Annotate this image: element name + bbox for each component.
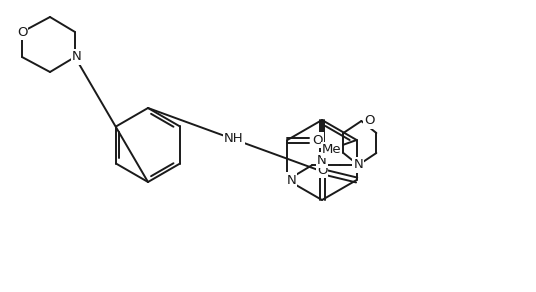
- Text: N: N: [286, 173, 296, 187]
- Text: O: O: [317, 164, 327, 176]
- Text: O: O: [312, 133, 323, 147]
- Text: N: N: [317, 154, 327, 166]
- Text: O: O: [364, 114, 375, 128]
- Text: Me: Me: [322, 143, 341, 157]
- Text: N: N: [353, 159, 363, 171]
- Text: N: N: [72, 51, 82, 63]
- Text: NH: NH: [224, 133, 244, 145]
- Text: O: O: [17, 25, 27, 39]
